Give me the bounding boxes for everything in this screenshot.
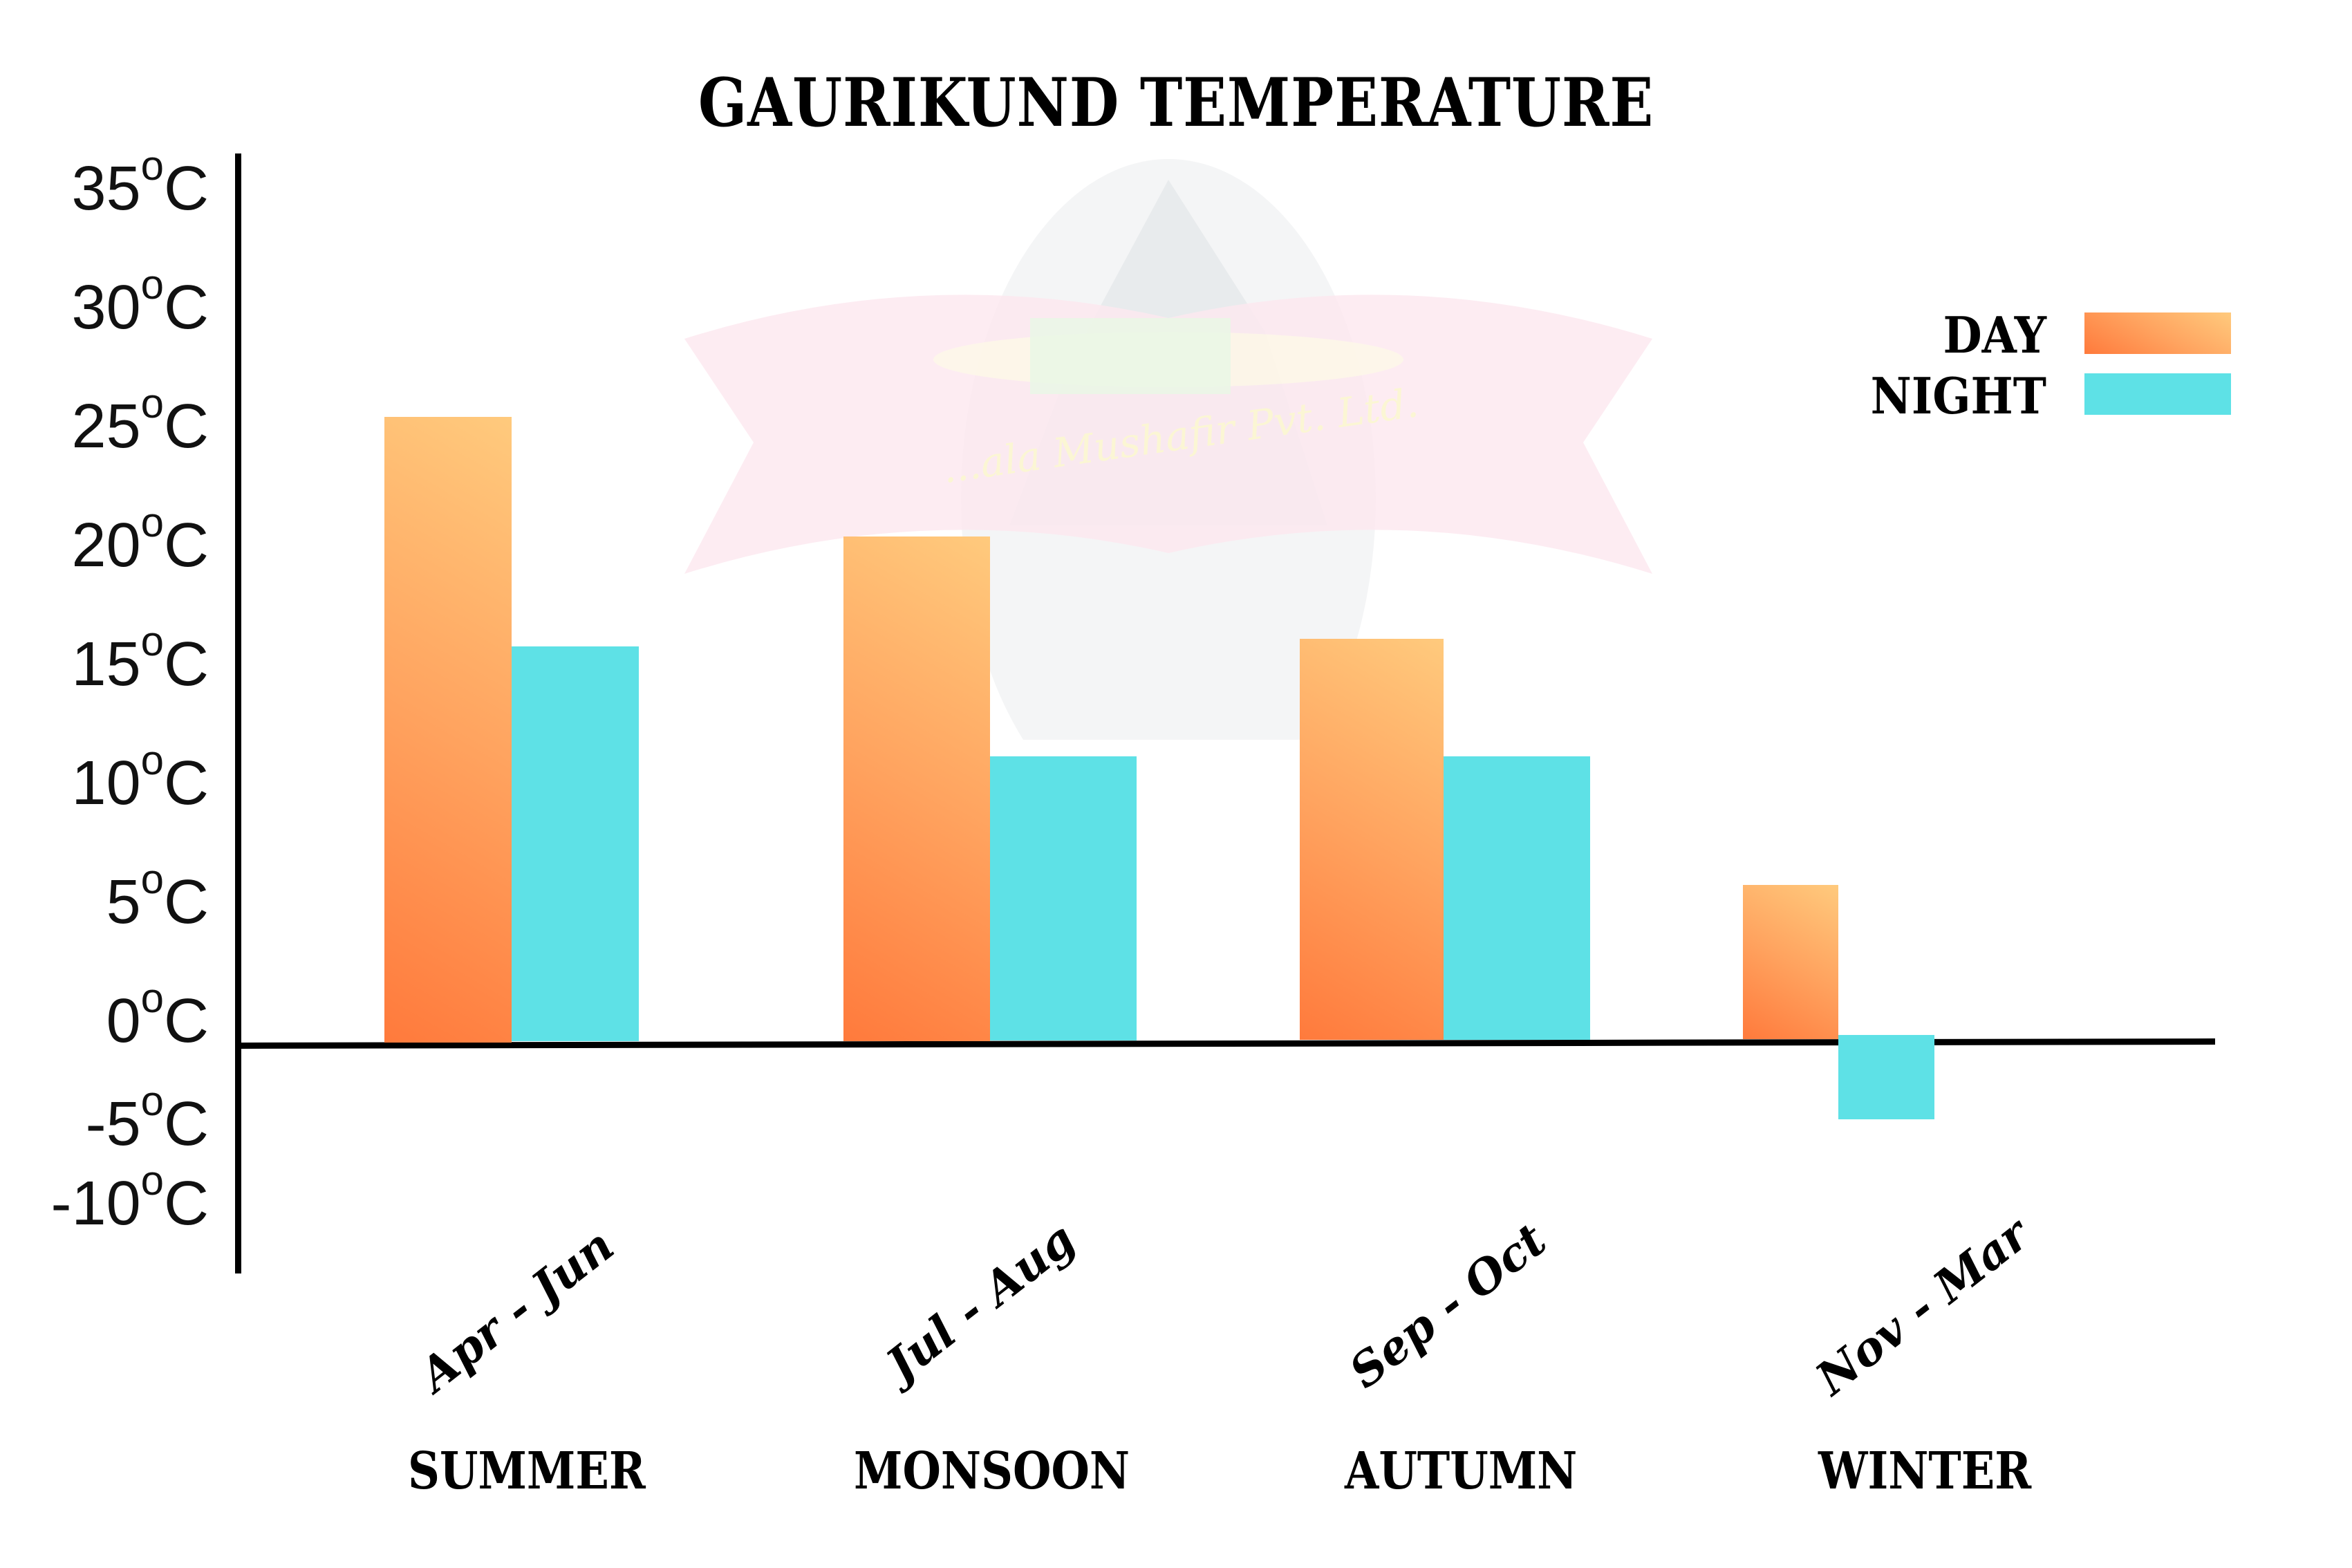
legend-label-night: NIGHT [1870,366,2046,425]
bar-day-monsoon [843,536,990,1041]
bar-night-winter [1838,1035,1934,1119]
bar-day-winter [1743,885,1838,1039]
x-label-nov-mar: Nov - Mar [1805,1206,2039,1406]
bar-day-summer [384,417,512,1043]
y-tick-30: 30oC [71,261,209,342]
y-tick-10: 10oC [71,737,209,818]
x-label-apr-jun: Apr - Jun [409,1217,624,1402]
x-label-sep-oct: Sep - Oct [1338,1212,1556,1399]
y-tick-20: 20oC [71,499,209,580]
y-tick-minus-10: -10oC [50,1157,209,1238]
y-tick-35: 35oC [71,142,209,223]
y-tick-15: 15oC [71,618,209,699]
season-winter: WINTER [1818,1441,2032,1501]
chart-title: GAURIKUND TEMPERATURE [698,64,1654,142]
x-label-jul-aug: Jul - Aug [875,1211,1085,1392]
y-axis-line [235,153,241,1273]
bar-night-monsoon [990,756,1137,1040]
watermark-logo-icon: ...ala Mushafir Pvt. Ltd. [684,159,1652,740]
bar-night-summer [512,646,639,1041]
legend-swatch-day [2084,312,2231,354]
legend-label-day: DAY [1943,306,2046,364]
y-tick-0: 0oC [106,975,209,1056]
season-monsoon: MONSOON [854,1441,1130,1501]
season-summer: SUMMER [408,1441,646,1501]
y-tick-25: 25oC [71,380,209,461]
season-autumn: AUTUMN [1345,1441,1578,1501]
y-tick-minus-5: -5oC [85,1078,209,1159]
bar-night-autumn [1444,756,1590,1040]
legend-swatch-night [2084,373,2231,415]
y-tick-5: 5oC [106,856,209,937]
bar-day-autumn [1300,639,1444,1040]
